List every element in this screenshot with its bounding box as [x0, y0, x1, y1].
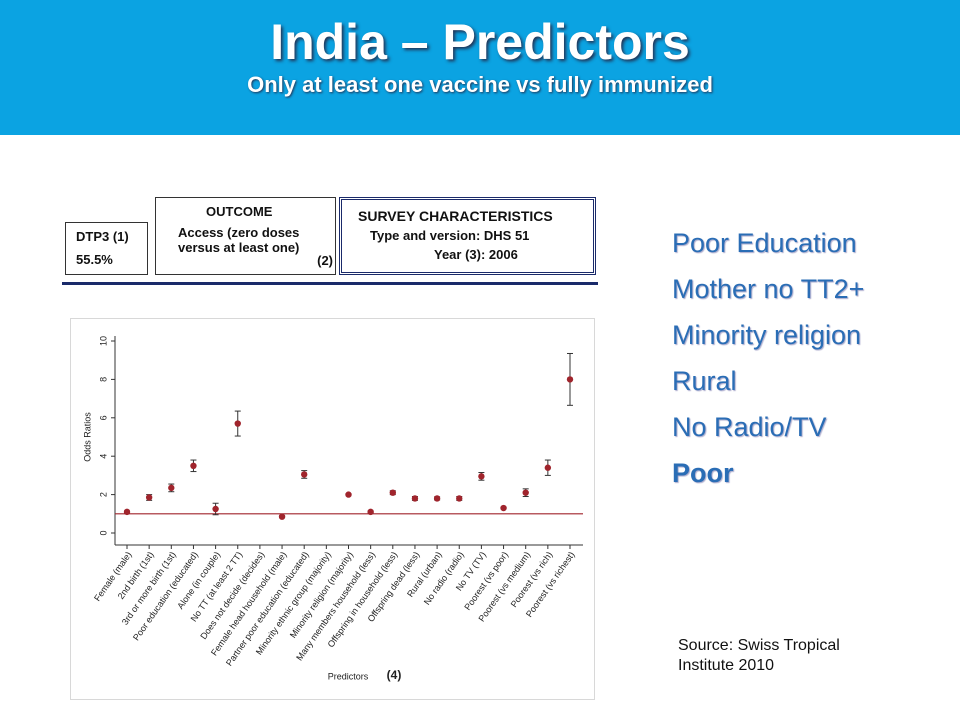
x-axis-note: (4)	[387, 668, 402, 682]
title: India – Predictors	[270, 14, 690, 70]
outcome-line: versus at least one)	[178, 240, 300, 255]
survey-year: Year (3): 2006	[434, 247, 518, 262]
bullet: Poor	[672, 458, 734, 488]
divider	[62, 282, 598, 285]
point	[433, 495, 441, 502]
point	[411, 495, 419, 502]
point	[566, 376, 574, 383]
survey-box: SURVEY CHARACTERISTICS Type and version:…	[339, 197, 596, 275]
point	[544, 464, 552, 471]
outcome-box: OUTCOME Access (zero doses versus at lea…	[155, 197, 336, 275]
outcome-heading: OUTCOME	[206, 204, 273, 219]
point	[367, 508, 374, 516]
point	[301, 471, 308, 478]
dtp3-value: 55.5%	[76, 252, 113, 267]
point	[190, 462, 197, 469]
point	[212, 505, 219, 513]
source: Source: Swiss Tropical Institute 2010	[678, 636, 840, 676]
point	[345, 491, 352, 498]
chart-panel	[70, 318, 595, 700]
bullet: Rural	[672, 366, 737, 396]
outcome-note: (2)	[317, 253, 333, 268]
y-tick-label: 8	[98, 377, 108, 382]
y-tick-label: 6	[98, 415, 108, 420]
dtp3-label: DTP3 (1)	[76, 229, 129, 244]
source-line: Source: Swiss Tropical	[678, 637, 840, 654]
point	[123, 508, 131, 516]
y-tick-label: 4	[98, 454, 108, 459]
bullet: Poor Education	[672, 228, 857, 258]
point	[168, 484, 175, 492]
x-axis-label: Predictors	[328, 671, 369, 681]
bullet: No Radio/TV	[672, 412, 827, 442]
source-line: Institute 2010	[678, 657, 775, 674]
point	[522, 489, 529, 496]
y-tick-label: 2	[98, 492, 108, 497]
header: India – Predictors Only at least one vac…	[0, 0, 960, 135]
y-tick-label: 0	[98, 530, 108, 535]
point	[145, 494, 153, 501]
dtp3-box: DTP3 (1) 55.5%	[65, 222, 148, 275]
point	[278, 513, 286, 520]
subtitle: Only at least one vaccine vs fully immun…	[247, 72, 713, 97]
point	[234, 420, 241, 427]
bullet: Minority religion	[672, 320, 862, 350]
outcome-line: Access (zero doses	[178, 225, 300, 240]
point	[478, 473, 485, 480]
point	[389, 489, 396, 496]
survey-heading: SURVEY CHARACTERISTICS	[358, 208, 553, 224]
survey-type: Type and version: DHS 51	[370, 228, 530, 243]
bullet-list: Poor Education Mother no TT2+ Minority r…	[672, 224, 864, 500]
point	[500, 504, 507, 512]
bullet: Mother no TT2+	[672, 274, 865, 304]
y-axis-label: Odds Ratios	[82, 412, 92, 462]
y-tick-label: 10	[98, 336, 108, 346]
point	[456, 495, 463, 502]
